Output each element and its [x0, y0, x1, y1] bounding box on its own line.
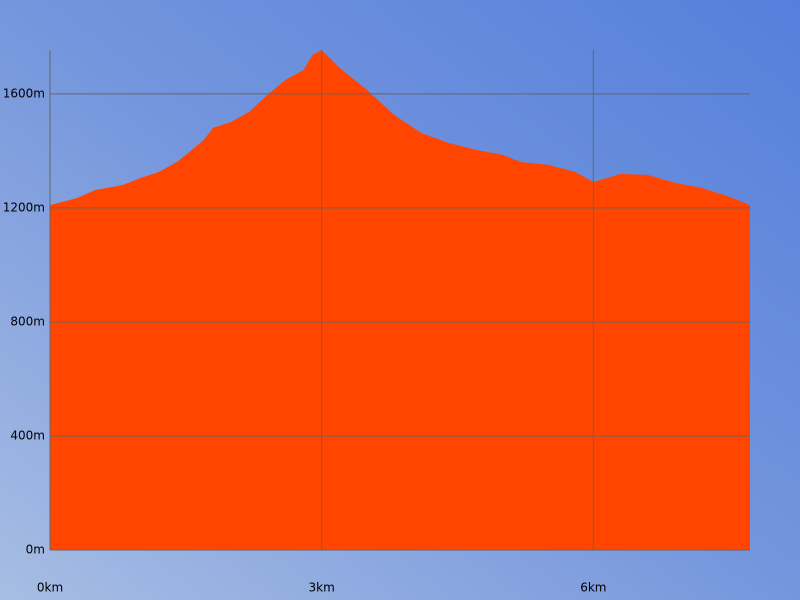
y-tick-label: 1600m — [3, 86, 45, 100]
x-tick-label: 0km — [37, 581, 63, 595]
x-tick-label: 6km — [580, 581, 606, 595]
y-tick-label: 400m — [10, 428, 45, 442]
y-tick-label: 0m — [26, 543, 45, 557]
y-tick-label: 800m — [10, 314, 45, 328]
y-tick-label: 1200m — [3, 200, 45, 214]
elevation-area — [50, 50, 750, 550]
x-tick-label: 3km — [309, 581, 335, 595]
